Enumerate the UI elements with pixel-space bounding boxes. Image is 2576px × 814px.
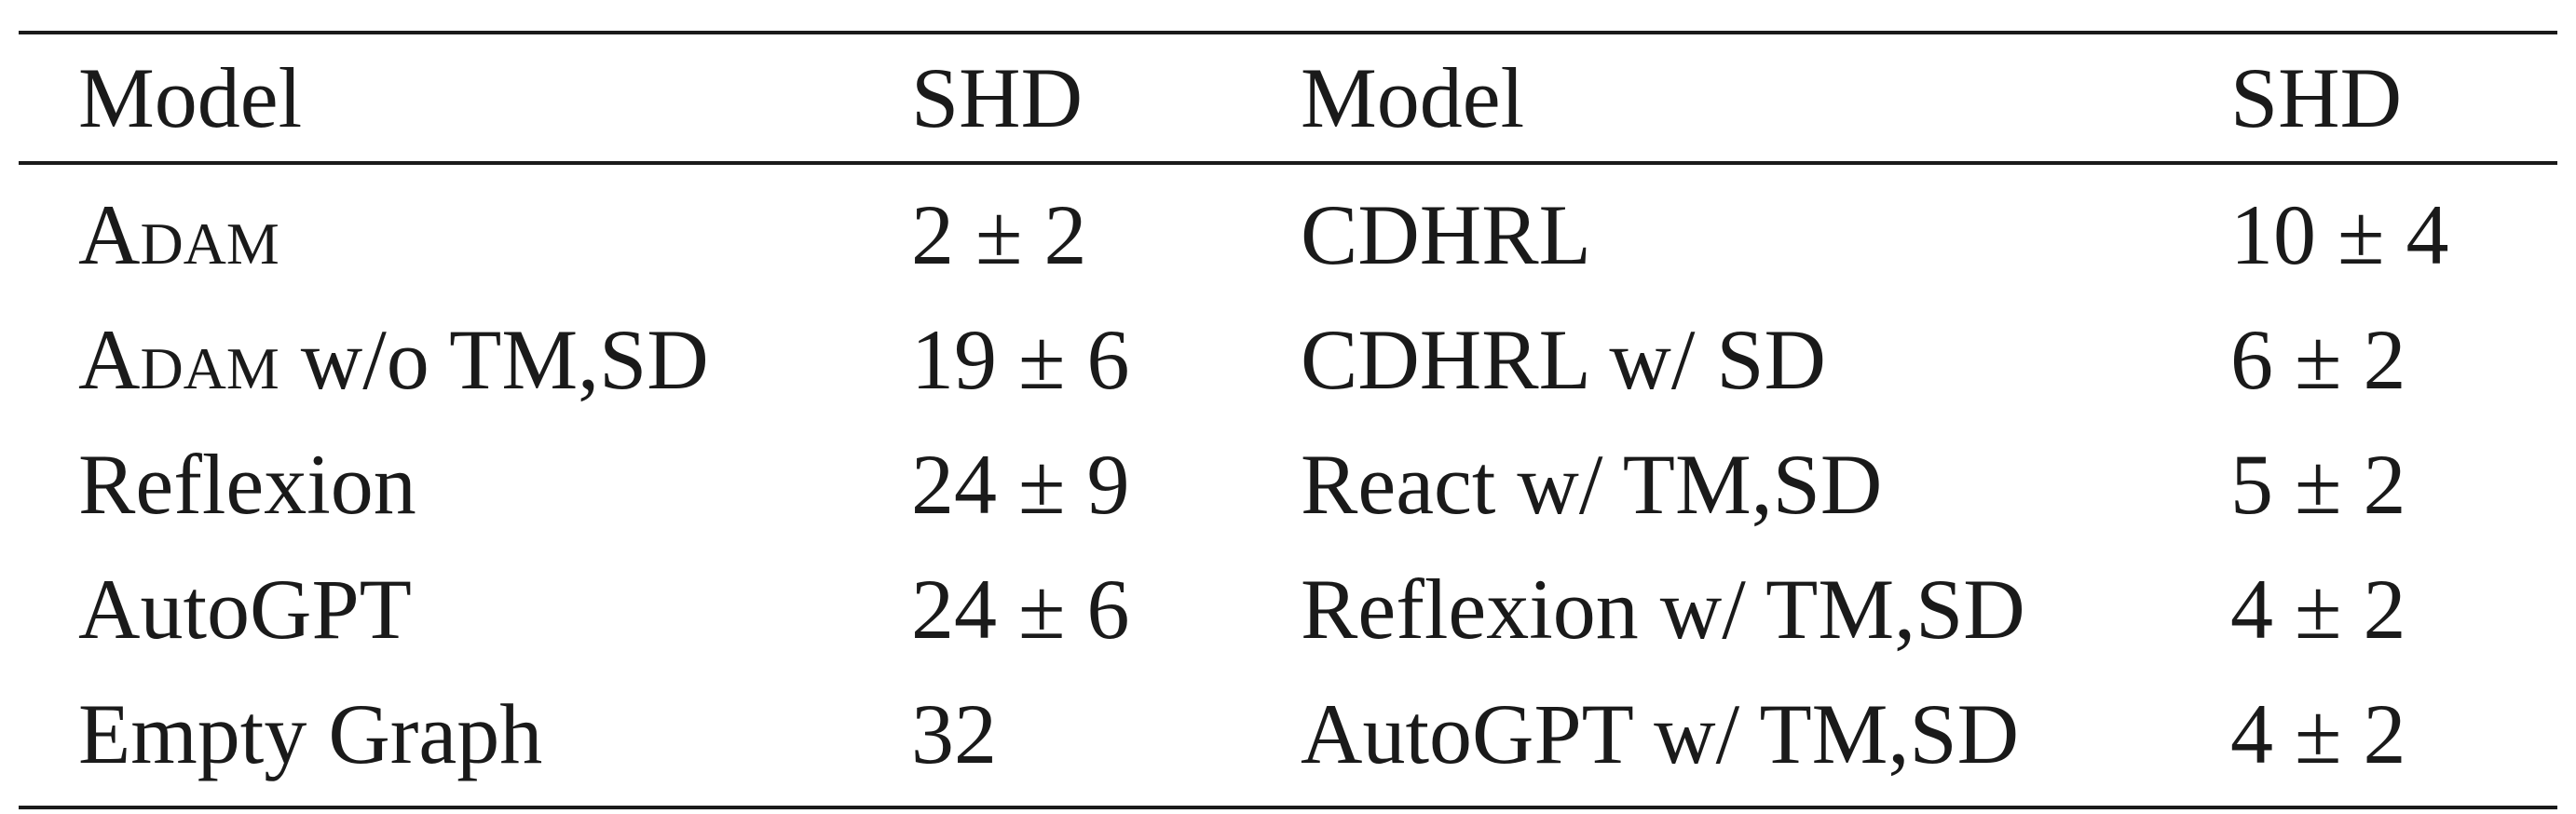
model-name-smallcaps: Adam — [78, 187, 279, 282]
header-shd-right: SHD — [2230, 50, 2403, 145]
results-table: Model SHD Model SHD Adam 2 ± 2 CDHRL 10 … — [19, 31, 2557, 809]
model-name-suffix: w/o TM,SD — [279, 312, 709, 407]
shd-right-cell: 4 ± 2 — [2230, 562, 2406, 657]
table-row: Reflexion 24 ± 9 React w/ TM,SD 5 ± 2 — [19, 422, 2557, 547]
shd-right-cell: 10 ± 4 — [2230, 187, 2449, 282]
model-left-cell: Adam — [78, 172, 279, 297]
table-row: Empty Graph 32 AutoGPT w/ TM,SD 4 ± 2 — [19, 672, 2557, 796]
shd-left-cell: 24 ± 9 — [911, 437, 1130, 532]
model-name-suffix: AutoGPT — [78, 562, 412, 657]
model-name-smallcaps: Adam — [78, 312, 279, 407]
shd-right-cell: 4 ± 2 — [2230, 686, 2406, 781]
model-left-cell: Empty Graph — [78, 672, 542, 796]
shd-right-cell: 6 ± 2 — [2230, 312, 2406, 407]
shd-right-cell: 5 ± 2 — [2230, 437, 2406, 532]
shd-left-cell: 19 ± 6 — [911, 312, 1130, 407]
header-rule — [19, 161, 2557, 165]
bottom-rule — [19, 806, 2557, 809]
header-model-left: Model — [78, 50, 303, 145]
model-right-cell: CDHRL — [1301, 187, 1591, 282]
table-body: Adam 2 ± 2 CDHRL 10 ± 4 Adam w/o TM,SD 1… — [19, 165, 2557, 806]
shd-left-cell: 32 — [911, 686, 997, 781]
shd-left-cell: 24 ± 6 — [911, 562, 1130, 657]
shd-left-cell: 2 ± 2 — [911, 187, 1087, 282]
model-right-cell: React w/ TM,SD — [1301, 437, 1883, 532]
table-header-row: Model SHD Model SHD — [19, 34, 2557, 161]
model-left-cell: Reflexion — [78, 422, 416, 547]
header-shd-left: SHD — [911, 50, 1084, 145]
header-model-right: Model — [1301, 50, 1525, 145]
model-right-cell: AutoGPT w/ TM,SD — [1301, 686, 2020, 781]
table-row: Adam w/o TM,SD 19 ± 6 CDHRL w/ SD 6 ± 2 — [19, 297, 2557, 422]
table-row: AutoGPT 24 ± 6 Reflexion w/ TM,SD 4 ± 2 — [19, 547, 2557, 672]
model-name-suffix: Empty Graph — [78, 686, 543, 781]
model-left-cell: AutoGPT — [78, 547, 412, 672]
model-left-cell: Adam w/o TM,SD — [78, 297, 709, 422]
table-row: Adam 2 ± 2 CDHRL 10 ± 4 — [19, 172, 2557, 297]
model-right-cell: CDHRL w/ SD — [1301, 312, 1826, 407]
model-name-suffix: Reflexion — [78, 437, 416, 532]
model-right-cell: Reflexion w/ TM,SD — [1301, 562, 2025, 657]
top-rule — [19, 31, 2557, 34]
